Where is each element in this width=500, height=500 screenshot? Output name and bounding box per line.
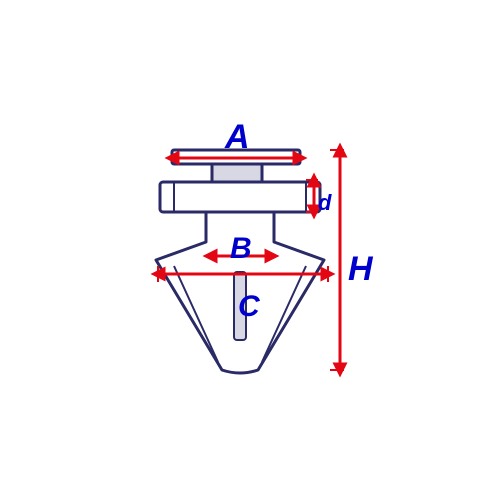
- label-b: B: [230, 232, 252, 266]
- label-a: A: [225, 118, 250, 157]
- diagram-stage: A B C H d: [0, 0, 500, 500]
- label-h: H: [348, 250, 373, 289]
- label-c: C: [238, 290, 260, 324]
- label-d: d: [318, 190, 331, 216]
